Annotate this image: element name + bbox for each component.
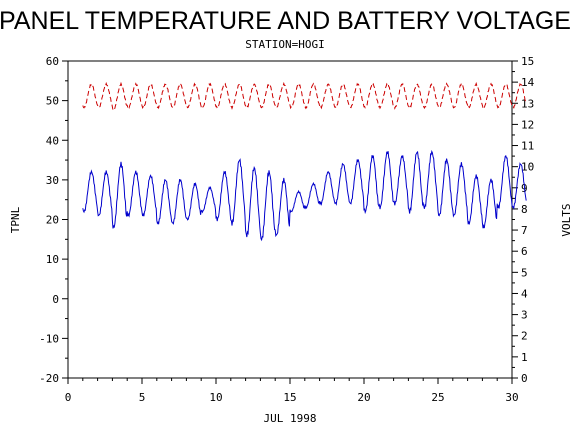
x-axis-label: JUL 1998 [264,412,317,425]
x-tick-label: 10 [209,391,222,404]
y-left-tick-label: 0 [52,293,59,306]
y-left-tick-label: 40 [46,134,59,147]
y-left-tick-label: 20 [46,214,59,227]
y-right-tick-label: 11 [521,140,534,153]
y-left-tick-label: 50 [46,95,59,108]
y-right-tick-label: 14 [521,76,535,89]
y-axis-right-label: VOLTS [560,203,570,236]
y-right-tick-label: 10 [521,161,534,174]
y-right-tick-label: 4 [521,287,528,300]
y-right-tick-label: 12 [521,118,534,131]
y-axis-left-label: TPNL [9,206,22,233]
chart-title: PANEL TEMPERATURE AND BATTERY VOLTAGE [0,7,570,35]
y-left-tick-label: 10 [46,253,59,266]
battery-voltage-line [82,81,527,112]
x-tick-label: 25 [431,391,444,404]
y-right-tick-label: 0 [521,372,528,385]
y-right-tick-label: 2 [521,330,528,343]
y-right-tick-label: 5 [521,266,528,279]
y-right-tick-label: 15 [521,55,534,68]
x-tick-label: 20 [357,391,370,404]
x-tick-label: 0 [65,391,72,404]
series-layer [82,81,527,242]
y-right-tick-label: 13 [521,97,534,110]
y-right-tick-label: 1 [521,351,528,364]
y-left-tick-label: 30 [46,174,59,187]
y-left-tick-label: -10 [39,332,59,345]
y-right-tick-label: 3 [521,309,528,322]
y-right-tick-label: 7 [521,224,528,237]
y-left-tick-label: 60 [46,55,59,68]
axes: 0 5 10 15 20 25 30-20-100102030405060012345678… [39,55,534,404]
y-right-tick-label: 6 [521,245,528,258]
x-tick-label: 5 [139,391,146,404]
x-tick-label: 15 [283,391,296,404]
panel-temperature-line [82,149,527,242]
y-right-tick-label: 8 [521,203,528,216]
chart-subtitle: STATION=HOGI [245,38,324,51]
y-left-tick-label: -20 [39,372,59,385]
x-tick-label: 30 [505,391,518,404]
